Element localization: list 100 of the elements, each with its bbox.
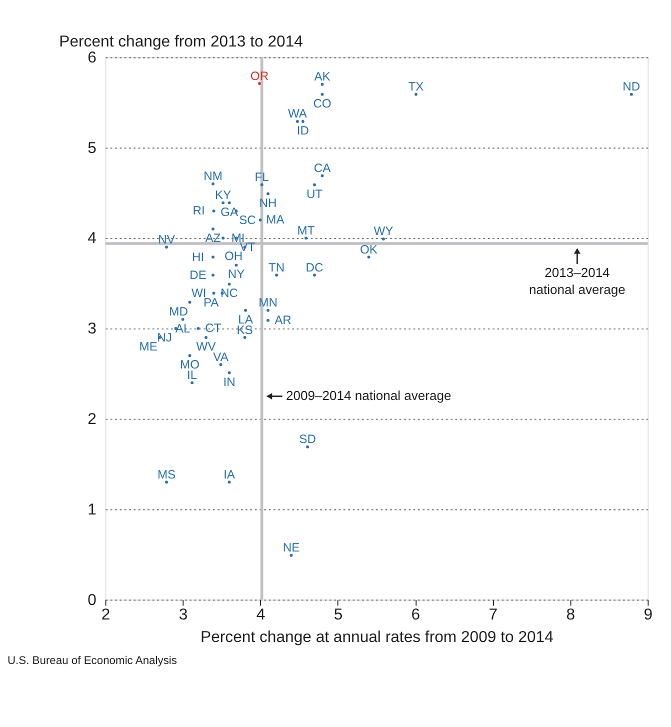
data-label: AR <box>274 313 292 328</box>
x-tick-label: 3 <box>178 606 188 624</box>
point <box>414 92 418 96</box>
data-label: NH <box>259 196 277 210</box>
point <box>243 336 246 339</box>
point <box>306 445 310 448</box>
point <box>222 236 225 240</box>
ref-line-label: 2009–2014 national average <box>286 388 452 403</box>
data-label: OR <box>250 68 269 83</box>
point <box>301 120 304 123</box>
data-label: TX <box>408 80 424 94</box>
data-label: MD <box>169 304 188 318</box>
data-label: DE <box>190 268 206 282</box>
point <box>320 92 324 96</box>
point <box>212 228 214 230</box>
data-label: OK <box>360 242 378 256</box>
data-label: NM <box>204 169 222 184</box>
point <box>244 308 248 312</box>
point <box>382 238 385 240</box>
point <box>228 282 231 286</box>
data-label: MT <box>297 223 316 238</box>
point <box>219 363 222 366</box>
point <box>304 236 308 240</box>
point <box>212 182 214 186</box>
data-label: ID <box>296 124 310 138</box>
data-label: PA <box>203 295 220 310</box>
data-label: GA <box>220 204 239 219</box>
data-label: WY <box>374 224 394 238</box>
point <box>320 82 324 86</box>
text: U.S. Bureau of Economic Analysis <box>7 654 178 667</box>
data-label: MN <box>258 296 278 310</box>
point <box>266 318 270 322</box>
x-tick-label: 8 <box>566 606 576 624</box>
point <box>196 326 200 330</box>
point <box>320 174 324 178</box>
y-tick-label: 0 <box>88 592 97 609</box>
data-label: NE <box>282 540 300 555</box>
point <box>222 201 225 204</box>
data-label: IA <box>224 467 236 482</box>
data-label: NJ <box>157 330 172 345</box>
data-label: SC <box>239 212 256 227</box>
y-tick-label: 6 <box>88 49 97 66</box>
data-label: MS <box>157 467 176 482</box>
y-tick-label: 5 <box>88 140 97 157</box>
ref-line-label: 2013–2014 national average <box>529 265 626 297</box>
point <box>228 201 231 204</box>
data-label: NV <box>158 232 176 246</box>
point <box>296 120 299 123</box>
point <box>165 480 168 484</box>
x-tick-label: 2 <box>101 606 110 624</box>
point <box>313 274 316 277</box>
y-tick-label: 3 <box>88 320 97 338</box>
data-label: ME <box>139 340 158 354</box>
data-label: CA <box>314 160 332 175</box>
data-label: IN <box>223 374 236 389</box>
point <box>313 183 316 186</box>
point <box>212 256 214 259</box>
data-label: RI <box>192 204 205 218</box>
point <box>228 480 231 484</box>
data-label: SD <box>299 432 316 446</box>
x-tick-label: 7 <box>488 606 498 624</box>
y-tick-label: 1 <box>88 501 97 518</box>
data-label: TN <box>268 260 285 274</box>
point <box>266 308 270 312</box>
point <box>212 209 216 212</box>
x-tick-label: 5 <box>334 606 343 624</box>
point <box>260 183 264 186</box>
point <box>204 336 208 339</box>
x-axis-title: Percent change at annual rates from 2009 to 2014 <box>200 629 554 646</box>
x-tick-label: 6 <box>411 606 420 624</box>
point <box>212 292 216 295</box>
point <box>367 256 370 259</box>
data-label: MA <box>266 212 286 227</box>
data-label: OH <box>224 249 243 264</box>
x-tick-label: 9 <box>644 606 653 624</box>
point <box>190 381 194 384</box>
data-label: CT <box>205 321 222 336</box>
y-axis-title: Percent change from 2013 to 2014 <box>59 34 304 51</box>
point <box>266 192 270 196</box>
point <box>275 274 278 277</box>
point <box>234 264 238 267</box>
point <box>258 218 262 222</box>
data-label: NY <box>228 267 245 282</box>
data-label: UT <box>306 186 324 201</box>
x-tick-label: 4 <box>256 606 266 624</box>
y-tick-label: 4 <box>88 230 97 248</box>
data-label: AZ <box>205 231 222 246</box>
data-label: ND <box>622 80 640 94</box>
data-label: FL <box>254 170 270 184</box>
data-label: AK <box>314 70 330 84</box>
point <box>258 82 261 85</box>
point <box>228 371 231 374</box>
data-label: AL <box>175 321 190 336</box>
y-tick-label: 2 <box>88 410 96 428</box>
point <box>188 354 192 358</box>
data-label: KY <box>215 188 232 202</box>
data-label: DC <box>306 260 324 274</box>
point <box>165 246 168 249</box>
point <box>188 300 192 304</box>
data-label: HI <box>192 250 204 264</box>
